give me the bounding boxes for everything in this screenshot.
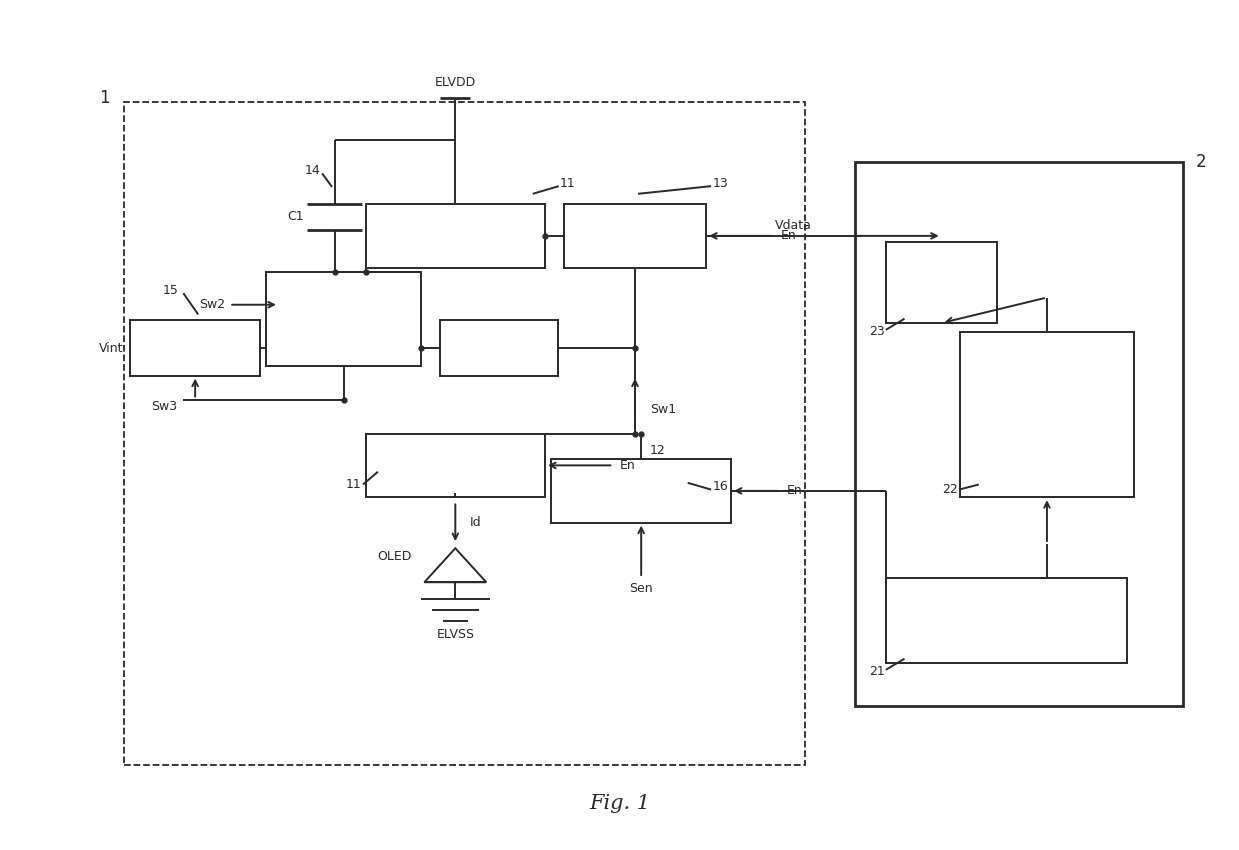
Text: Sw2: Sw2 [199,298,225,311]
Text: Sw1: Sw1 [650,403,676,416]
Text: 14: 14 [305,163,320,177]
Text: Fig. 1: Fig. 1 [589,794,650,813]
Bar [440,320,558,376]
Bar [551,459,731,523]
Text: 12: 12 [650,444,665,457]
Text: 23: 23 [869,325,885,338]
Text: 1: 1 [99,89,110,107]
Text: 11: 11 [560,177,576,190]
Text: 21: 21 [869,665,885,678]
Bar [886,242,997,323]
Text: 2: 2 [1196,153,1207,171]
Bar [886,578,1127,663]
Text: Sen: Sen [629,581,653,595]
Text: 13: 13 [712,177,729,190]
Text: En: En [781,230,797,242]
Text: En: En [620,459,636,472]
Text: Sw3: Sw3 [151,400,177,413]
Text: C1: C1 [287,210,304,224]
Text: 22: 22 [942,483,958,496]
Bar [124,102,805,765]
Bar [960,332,1134,497]
Text: ELVDD: ELVDD [435,76,476,89]
Text: 11: 11 [346,478,362,491]
Text: ELVSS: ELVSS [436,628,475,642]
Bar [855,162,1183,705]
Bar [266,272,421,366]
Bar [130,320,260,376]
Text: 15: 15 [164,284,178,298]
Text: En: En [787,484,803,497]
Bar [366,204,545,268]
Bar [366,434,545,497]
Bar [564,204,706,268]
Text: Vdata: Vdata [774,219,812,232]
Text: Vint: Vint [99,342,124,354]
Text: OLED: OLED [378,550,411,564]
Text: Id: Id [470,516,482,530]
Text: 16: 16 [712,479,729,493]
